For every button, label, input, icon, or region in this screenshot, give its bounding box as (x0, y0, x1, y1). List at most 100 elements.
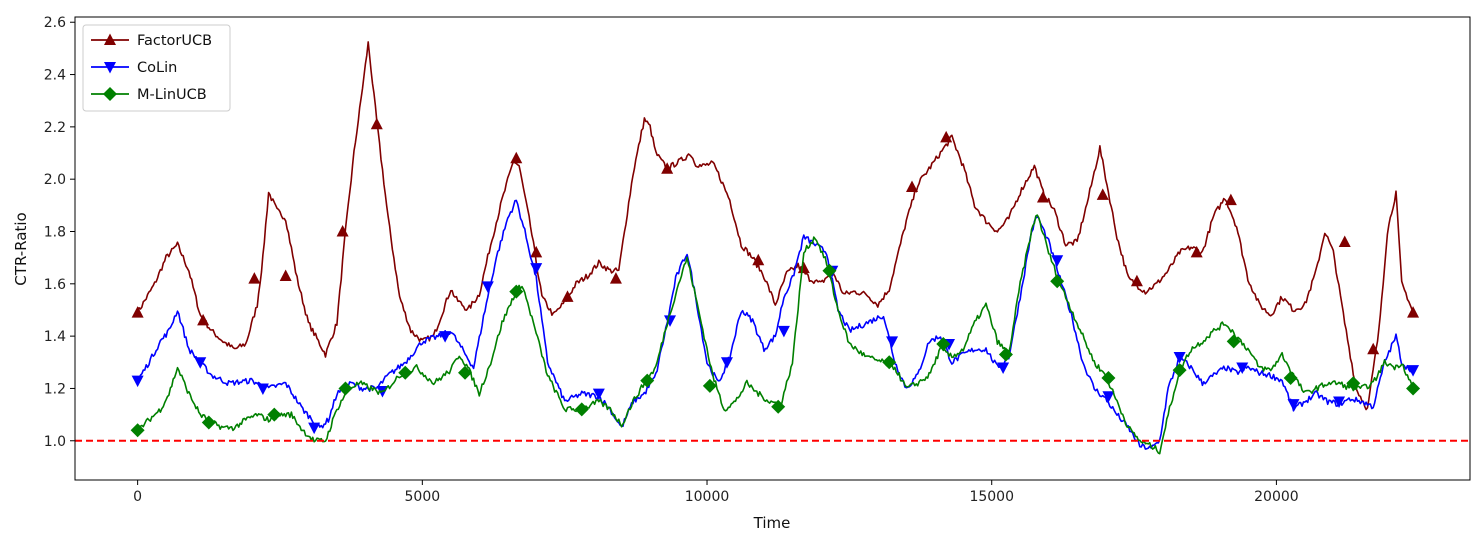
data-point-colin (530, 263, 543, 275)
data-point-factorucb (197, 313, 210, 326)
data-point-factorucb (609, 272, 622, 284)
data-point-factorucb (336, 224, 349, 237)
data-point-m-linucb (640, 373, 655, 388)
data-point-factorucb (1130, 274, 1143, 287)
y-tick-label: 2.2 (44, 120, 66, 136)
data-point-colin (1407, 365, 1420, 377)
data-point-colin (1173, 352, 1186, 364)
data-point-factorucb (906, 180, 918, 193)
x-tick-label: 15000 (969, 489, 1014, 505)
data-point-colin (481, 281, 494, 293)
data-point-m-linucb (822, 263, 837, 278)
legend-item-m-linucb: M-LinUCB (91, 87, 207, 103)
data-point-m-linucb (130, 423, 145, 438)
data-point-colin (886, 336, 899, 348)
data-point-factorucb (248, 272, 261, 284)
data-point-factorucb (1367, 342, 1380, 355)
legend-label: M-LinUCB (137, 87, 207, 103)
data-point-m-linucb (509, 284, 524, 299)
data-point-m-linucb (338, 381, 353, 396)
data-point-factorucb (1190, 245, 1203, 258)
legend-marker-factorucb (104, 33, 116, 45)
data-point-colin (720, 357, 733, 369)
data-point-colin (1333, 396, 1346, 409)
data-point-factorucb (1224, 193, 1237, 206)
data-point-m-linucb (936, 336, 951, 351)
y-tick-label: 2.6 (44, 15, 66, 31)
data-point-m-linucb (998, 347, 1013, 362)
data-point-colin (256, 383, 269, 395)
data-point-m-linucb (267, 407, 282, 422)
data-point-factorucb (752, 253, 765, 266)
data-point-m-linucb (1050, 274, 1065, 289)
data-point-factorucb (279, 269, 292, 281)
series-m-linucb (130, 214, 1421, 455)
data-point-m-linucb (1406, 381, 1421, 396)
data-point-factorucb (1036, 190, 1049, 203)
legend-label: FactorUCB (137, 33, 212, 49)
y-tick-label: 2.0 (44, 172, 66, 188)
data-point-factorucb (510, 151, 523, 164)
data-point-colin (1287, 399, 1300, 411)
y-tick-label: 1.2 (44, 381, 66, 397)
data-point-factorucb (940, 130, 953, 143)
data-point-colin (1051, 255, 1064, 267)
data-point-colin (1236, 362, 1249, 375)
data-point-colin (1102, 391, 1115, 403)
x-tick-label: 10000 (685, 489, 730, 505)
y-tick-label: 1.0 (44, 434, 66, 450)
data-point-colin (777, 325, 790, 338)
y-tick-label: 2.4 (44, 68, 66, 84)
legend-label: CoLin (137, 60, 177, 76)
y-tick-label: 1.4 (44, 329, 66, 345)
data-point-factorucb (1407, 306, 1420, 318)
data-point-m-linucb (771, 399, 786, 414)
data-point-m-linucb (201, 415, 216, 430)
data-point-factorucb (561, 290, 574, 302)
y-axis-label: CTR-Ratio (12, 212, 30, 285)
data-point-m-linucb (1172, 363, 1187, 378)
data-point-m-linucb (1101, 370, 1116, 385)
data-point-factorucb (661, 162, 674, 174)
y-tick-label: 1.8 (44, 224, 66, 240)
data-point-colin (997, 362, 1010, 375)
data-point-m-linucb (1283, 370, 1298, 385)
data-point-m-linucb (1226, 334, 1241, 349)
axes: 0 5000 10000 15000 20000 1.0 1.2 1.4 1.6 1.8 2.0 2.… (44, 15, 1471, 505)
data-point-m-linucb (882, 355, 897, 370)
x-tick-label: 20000 (1254, 489, 1299, 505)
data-point-factorucb (1096, 188, 1109, 200)
x-axis-label: Time (753, 514, 791, 532)
data-point-factorucb (370, 117, 383, 130)
data-point-colin (131, 375, 144, 388)
data-point-m-linucb (574, 402, 589, 417)
data-point-factorucb (1338, 235, 1351, 247)
legend-item-factorucb: FactorUCB (91, 33, 212, 49)
series-line-colin (136, 199, 1414, 450)
legend: FactorUCB CoLin M-LinUCB (82, 24, 231, 112)
series-group (75, 41, 1470, 455)
data-point-m-linucb (702, 378, 717, 393)
series-factorucb (131, 41, 1420, 411)
legend-marker-m-linucb (103, 87, 117, 101)
axes-frame (74, 16, 1471, 481)
series-colin (131, 199, 1420, 450)
x-tick-label: 0 (133, 489, 142, 505)
data-point-colin (664, 315, 677, 327)
plot-area (75, 41, 1470, 455)
data-point-colin (194, 357, 207, 369)
data-point-colin (592, 388, 605, 401)
data-point-m-linucb (458, 365, 473, 380)
data-point-factorucb (530, 245, 543, 258)
y-tick-label: 1.6 (44, 277, 66, 293)
data-point-factorucb (797, 261, 810, 274)
data-point-m-linucb (1346, 376, 1361, 391)
data-point-m-linucb (398, 365, 413, 380)
data-point-colin (308, 422, 321, 435)
legend-item-colin: CoLin (91, 60, 177, 76)
legend-box (82, 24, 231, 112)
data-point-factorucb (131, 306, 144, 318)
legend-marker-colin (104, 62, 116, 74)
